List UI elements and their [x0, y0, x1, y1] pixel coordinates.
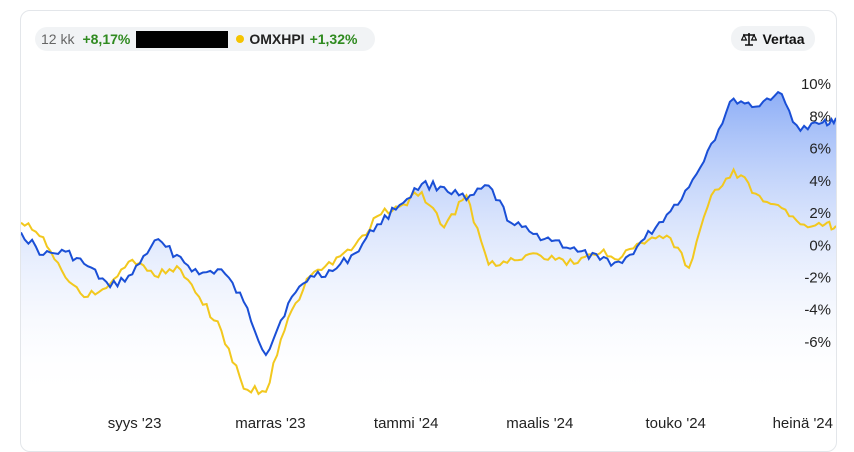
- compare-button[interactable]: Vertaa: [731, 26, 815, 51]
- y-axis-ticks: 10% 8% 6% 4% 2% 0% -2% -4% -6%: [801, 76, 831, 351]
- series-b-line: [21, 167, 836, 396]
- x-tick-label: syys '23: [108, 415, 162, 432]
- scale-icon: [741, 32, 758, 46]
- x-tick-label: tammi '24: [374, 415, 439, 432]
- y-tick-label: 10%: [801, 76, 831, 93]
- x-tick-label: marras '23: [235, 415, 305, 432]
- series-b-name: OMXHPI: [249, 31, 305, 47]
- series-b-dot-icon: [236, 35, 245, 43]
- x-tick-label: touko '24: [645, 415, 705, 432]
- y-tick-label: -6%: [804, 334, 831, 351]
- series-a-line: [21, 90, 836, 357]
- y-tick-label: 6%: [809, 141, 831, 158]
- x-tick-label: heinä '24: [773, 415, 833, 432]
- price-chart: 10% 8% 6% 4% 2% 0% -2% -4% -6% syys '23 marras '2…: [21, 76, 836, 432]
- x-tick-label: maalis '24: [506, 415, 573, 432]
- y-tick-label: 8%: [809, 108, 831, 125]
- y-tick-label: 0%: [809, 237, 831, 254]
- y-tick-label: -4%: [804, 302, 831, 319]
- x-axis-ticks: syys '23 marras '23 tammi '24 maalis '24 tou…: [108, 415, 833, 432]
- series-a-area: [21, 92, 836, 400]
- chart-card: 10% 8% 6% 4% 2% 0% -2% -4% -6% syys '23 marras '2…: [20, 10, 837, 452]
- legend: 12 kk +8,17% OMXHPI +1,32%: [35, 27, 375, 51]
- series-b-change: +1,32%: [309, 31, 358, 47]
- y-tick-label: 2%: [809, 205, 831, 222]
- compare-button-label: Vertaa: [762, 30, 805, 47]
- y-tick-label: 4%: [809, 173, 831, 190]
- redacted-series-name: [136, 30, 229, 48]
- period-label[interactable]: 12 kk: [41, 31, 75, 47]
- y-tick-label: -2%: [804, 270, 831, 287]
- series-a-change: +8,17%: [82, 31, 131, 47]
